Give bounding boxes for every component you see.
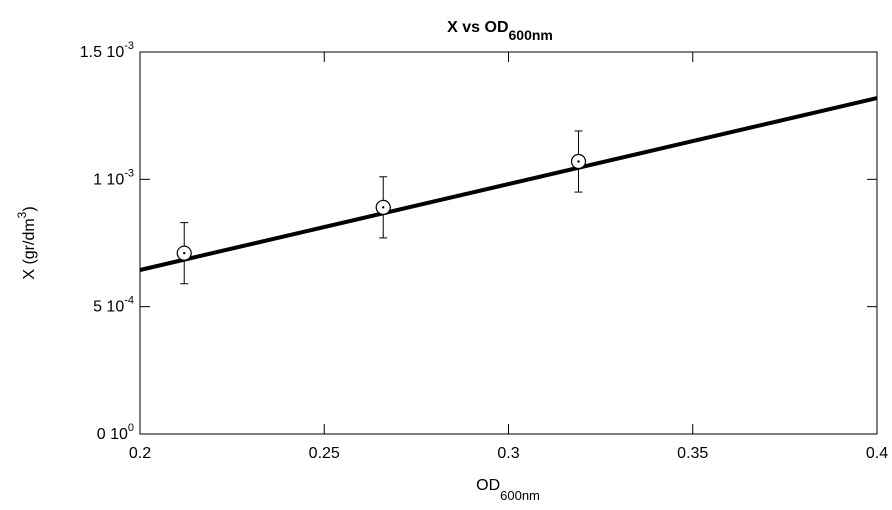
x-label-subscript: 600nm — [500, 488, 540, 503]
data-point-center — [382, 206, 385, 209]
y-tick-base: 0 10 — [97, 426, 128, 443]
y-label-text: X (gr/dm — [21, 218, 38, 279]
x-tick-label: 0.2 — [129, 445, 151, 462]
data-point-center — [577, 160, 580, 163]
y-tick-base: 1 10 — [93, 171, 124, 188]
y-tick-exponent: -4 — [124, 295, 134, 307]
x-label-text: OD — [476, 477, 500, 494]
y-axis-label: X (gr/dm3) — [15, 206, 38, 279]
x-tick-label: 0.35 — [677, 445, 708, 462]
y-tick-label: 0 100 — [97, 422, 134, 443]
y-label-superscript: 3 — [15, 211, 29, 218]
x-axis-label: OD600nm — [476, 477, 540, 503]
y-label-suffix: ) — [21, 206, 38, 211]
y-tick-label: 1.5 10-3 — [80, 40, 134, 61]
x-tick-label: 0.4 — [866, 445, 888, 462]
y-tick-label: 5 10-4 — [93, 295, 134, 316]
x-tick-label: 0.25 — [309, 445, 340, 462]
data-point-center — [183, 251, 186, 255]
y-tick-exponent: -3 — [124, 40, 134, 52]
x-tick-label: 0.3 — [497, 445, 519, 462]
fit-line — [139, 96, 878, 272]
y-tick-exponent: 0 — [128, 422, 134, 434]
y-tick-exponent: -3 — [124, 167, 134, 179]
title-subscript: 600nm — [509, 27, 553, 43]
chart-title: X vs OD600nm — [447, 19, 553, 43]
y-tick-base: 1.5 10 — [80, 44, 125, 61]
y-tick-label: 1 10-3 — [93, 167, 134, 188]
title-text: X vs OD — [447, 19, 508, 36]
y-tick-base: 5 10 — [93, 299, 124, 316]
